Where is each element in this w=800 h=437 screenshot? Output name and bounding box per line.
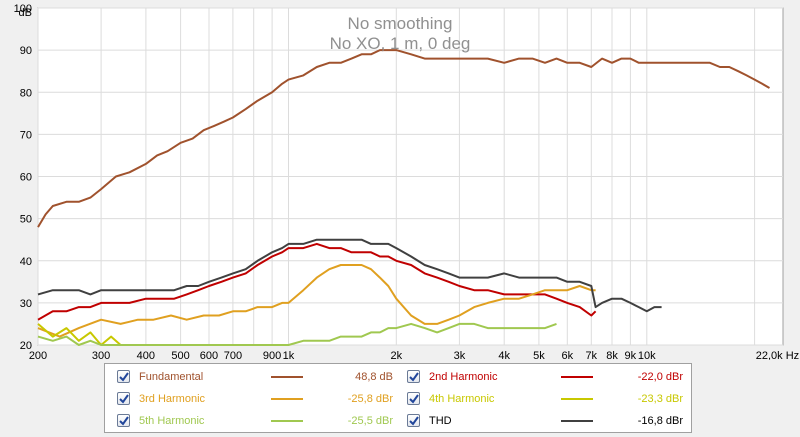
legend-value: 48,8 dB (355, 371, 393, 383)
x-tick-label: 300 (92, 350, 110, 360)
series-3rd-harmonic (37, 264, 596, 338)
x-tick-label: 22,0k Hz (756, 350, 799, 360)
x-tick-label: 6k (561, 350, 573, 360)
x-tick-label: 8k (606, 350, 618, 360)
x-tick-label: 1k (283, 350, 295, 360)
legend-item-3rd-harmonic[interactable]: 3rd Harmonic -25,8 dBr (109, 389, 399, 409)
legend-checkbox[interactable] (117, 370, 130, 383)
legend-label: 3rd Harmonic (139, 393, 206, 405)
legend-checkbox[interactable] (407, 370, 420, 383)
legend-swatch (561, 376, 593, 378)
legend-item-2nd-harmonic[interactable]: 2nd Harmonic -22,0 dBr (399, 367, 689, 387)
series-4th-harmonic (37, 323, 122, 346)
x-tick-label: 9k (625, 350, 637, 360)
legend: Fundamental 48,8 dB 2nd Harmonic -22,0 d… (104, 363, 692, 433)
legend-item-4th-harmonic[interactable]: 4th Harmonic -23,3 dBr (399, 389, 689, 409)
legend-swatch (561, 420, 593, 422)
x-tick-label: 4k (498, 350, 510, 360)
legend-value: -25,8 dBr (347, 393, 393, 405)
legend-item-thd[interactable]: THD -16,8 dBr (399, 411, 689, 431)
legend-swatch (271, 376, 303, 378)
legend-value: -22,0 dBr (637, 371, 683, 383)
x-axis-ticks: 200 300 400 500 600 700 900 1k 2k 3k 4k 5k 6k 7k 8k 9k 1… (29, 350, 799, 360)
y-tick-label: 40 (20, 256, 32, 268)
legend-label: 4th Harmonic (429, 393, 495, 405)
y-unit-label: dB (19, 7, 32, 19)
x-tick-label: 7k (585, 350, 597, 360)
chart-title: No smoothing (348, 14, 453, 33)
chart-subtitle: No XO, 1 m, 0 deg (330, 34, 471, 53)
x-tick-label: 10k (638, 350, 656, 360)
legend-item-5th-harmonic[interactable]: 5th Harmonic -25,5 dBr (109, 411, 399, 431)
series-2nd-harmonic (37, 242, 597, 321)
x-tick-label: 700 (224, 350, 242, 360)
y-tick-label: 90 (20, 45, 32, 57)
legend-label: 5th Harmonic (139, 415, 205, 427)
x-tick-label: 2k (391, 350, 403, 360)
x-tick-label: 500 (171, 350, 189, 360)
x-tick-label: 200 (29, 350, 47, 360)
y-tick-label: 70 (20, 129, 32, 141)
legend-item-fundamental[interactable]: Fundamental 48,8 dB (109, 367, 399, 387)
y-tick-label: 100 (14, 3, 32, 15)
legend-checkbox[interactable] (407, 392, 420, 405)
legend-swatch (271, 420, 303, 422)
legend-value: -23,3 dBr (637, 393, 683, 405)
legend-swatch (271, 398, 303, 400)
series-fundamental (37, 49, 770, 228)
x-tick-label: 5k (533, 350, 545, 360)
legend-label: THD (429, 415, 452, 427)
series-thd (37, 238, 662, 313)
legend-value: -16,8 dBr (637, 415, 683, 427)
y-tick-label: 80 (20, 87, 32, 99)
grid-lines (37, 7, 783, 346)
legend-label: Fundamental (139, 371, 204, 383)
legend-label: 2nd Harmonic (429, 371, 498, 383)
y-tick-label: 30 (20, 298, 32, 310)
y-tick-label: 20 (20, 340, 32, 352)
x-tick-label: 900 (263, 350, 281, 360)
y-tick-label: 50 (20, 214, 32, 226)
x-tick-label: 400 (137, 350, 155, 360)
frequency-response-chart: No smoothing No XO, 1 m, 0 deg 20 30 40 50 6… (14, 3, 800, 360)
legend-checkbox[interactable] (117, 392, 130, 405)
x-tick-label: 600 (200, 350, 218, 360)
legend-swatch (561, 398, 593, 400)
series-lines (37, 49, 770, 346)
x-tick-label: 3k (454, 350, 466, 360)
legend-checkbox[interactable] (407, 414, 420, 427)
y-tick-label: 60 (20, 172, 32, 184)
legend-value: -25,5 dBr (347, 415, 393, 427)
legend-checkbox[interactable] (117, 414, 130, 427)
series-5th-harmonic (37, 322, 557, 346)
